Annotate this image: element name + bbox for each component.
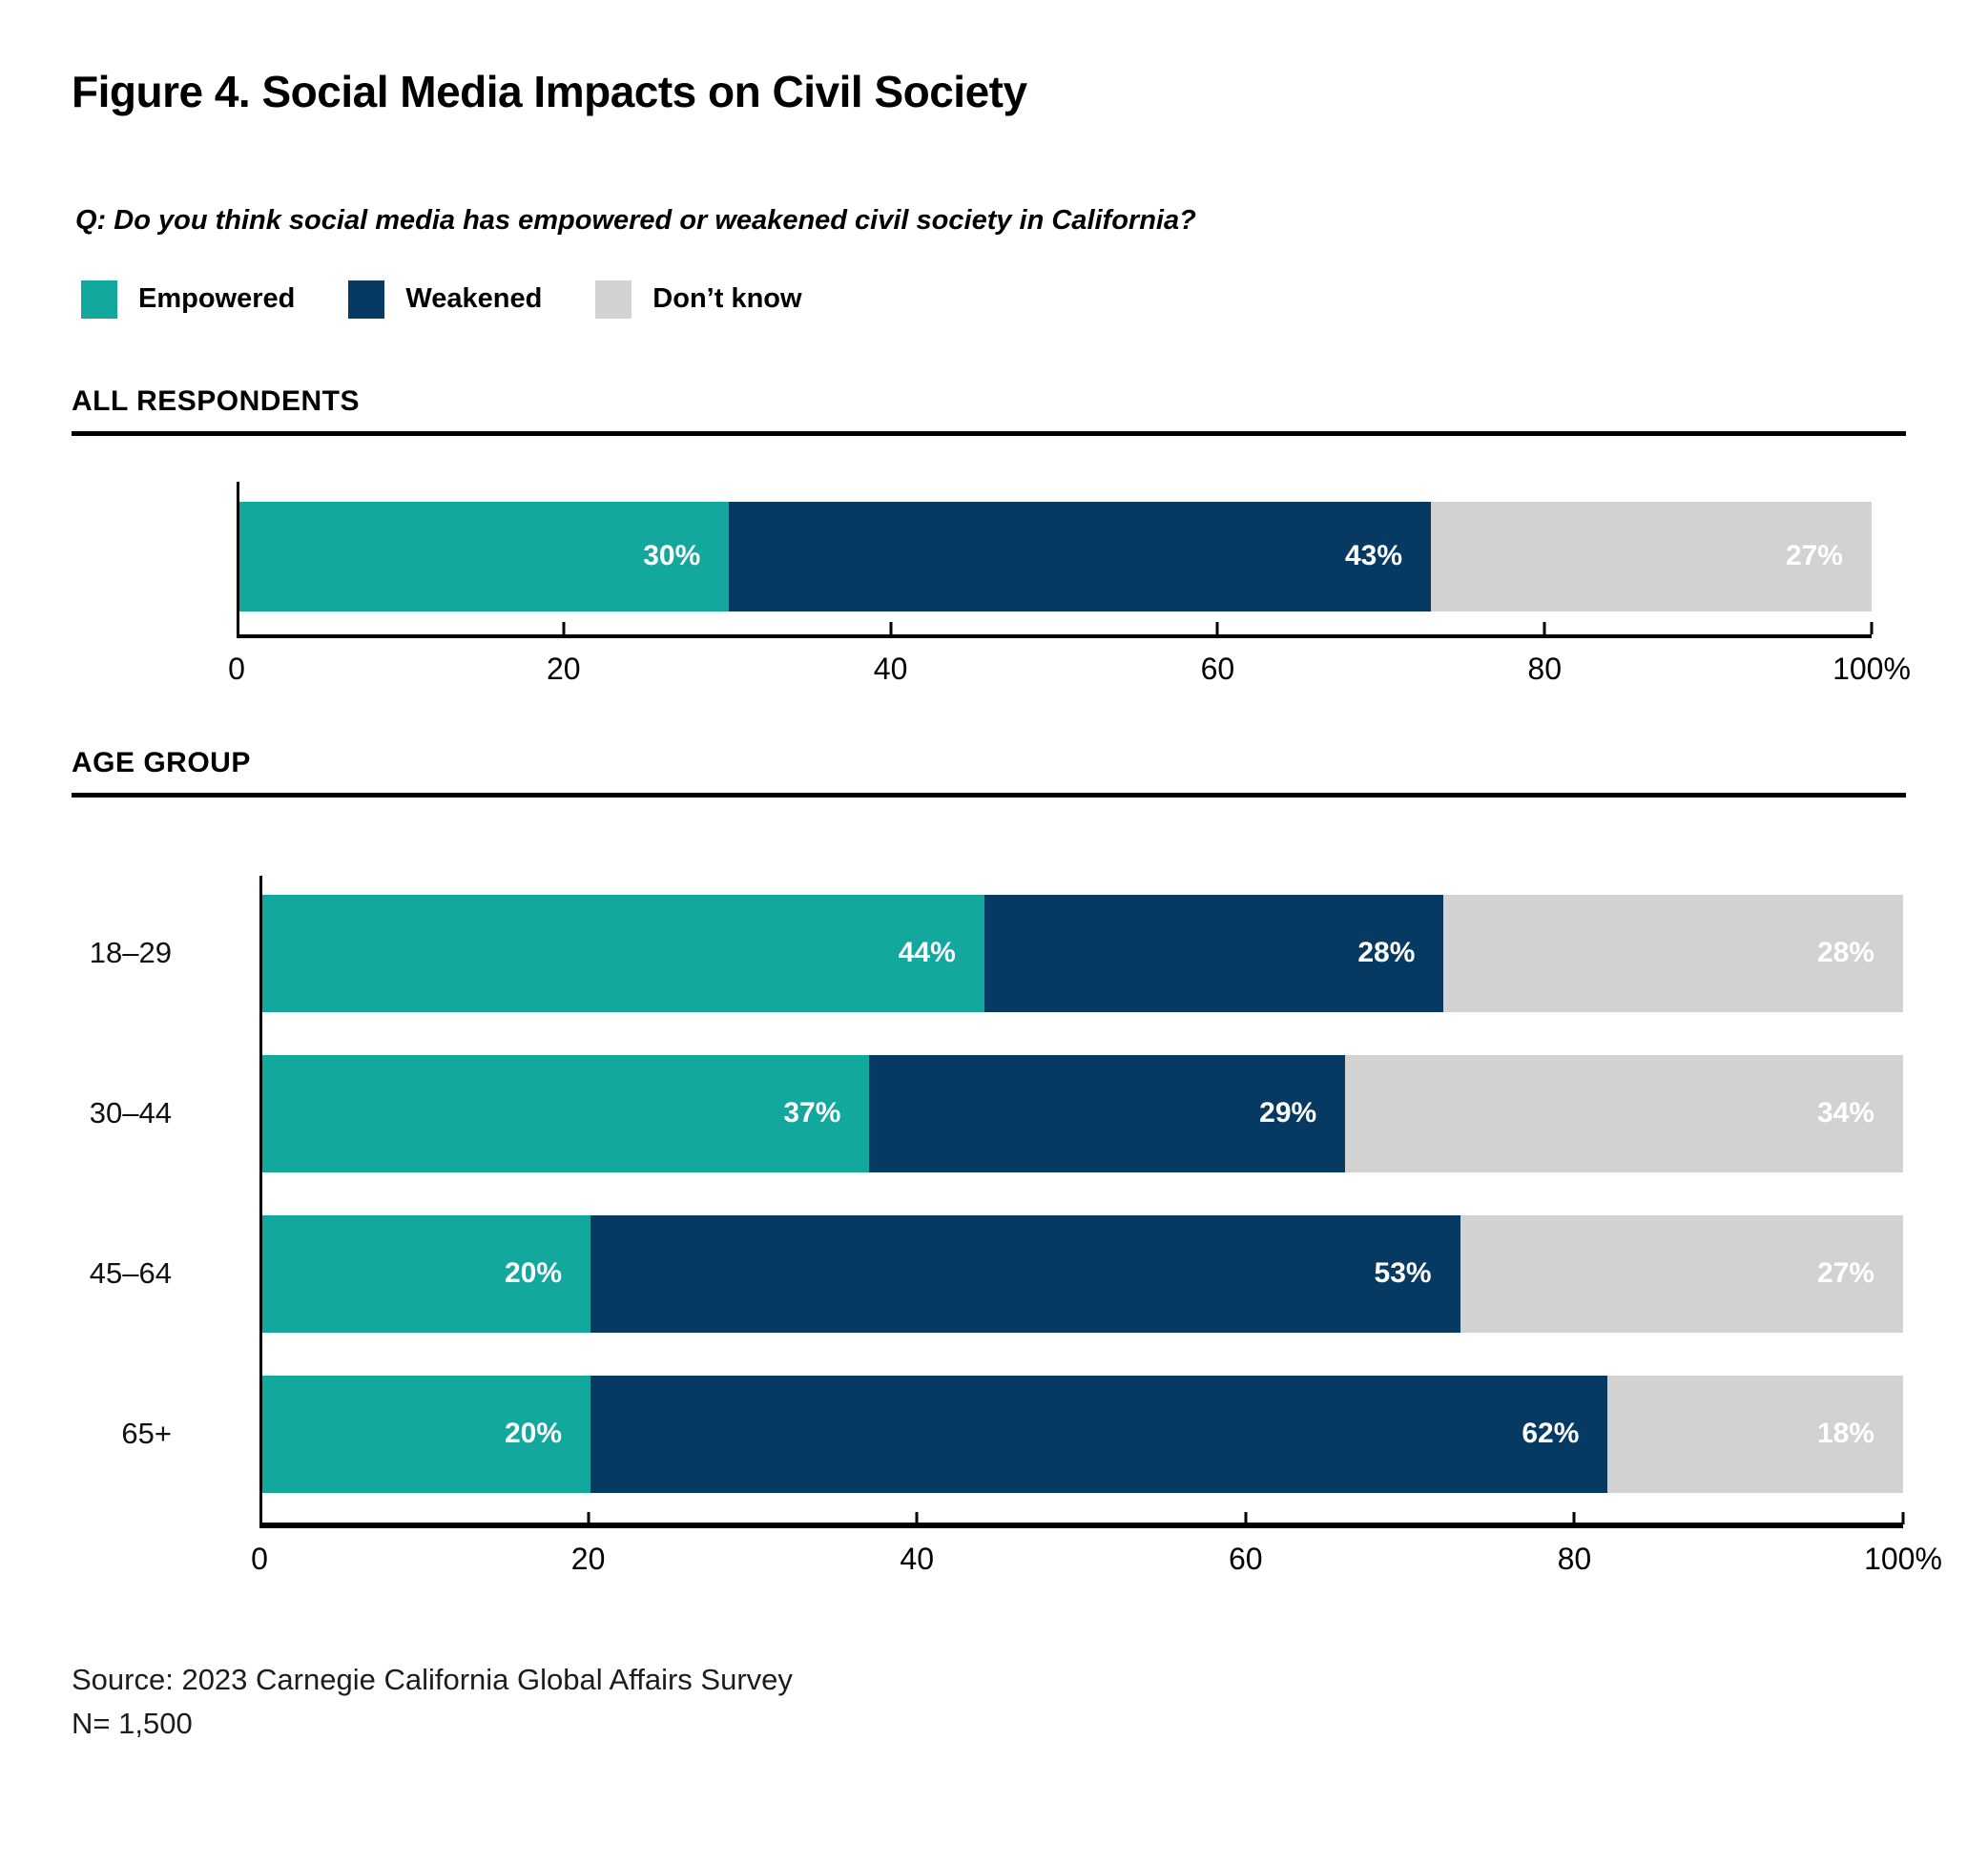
figure-title: Figure 4. Social Media Impacts on Civil … (72, 67, 1027, 116)
bar-row-30-44: 37% 29% 34% (262, 1054, 1903, 1172)
value-label: 43% (1344, 540, 1403, 572)
section-header-age-group: AGE GROUP (72, 747, 1906, 798)
axis-tick-label: 100% (1864, 1541, 1942, 1576)
axis-tick-label: 60 (1200, 651, 1235, 686)
value-label: 53% (1374, 1257, 1432, 1290)
x-axis-line: 0 20 40 60 80 100% (251, 1511, 1942, 1585)
bar-segment-weakened: 28% (984, 894, 1444, 1012)
value-label: 27% (1785, 540, 1843, 572)
axis-tick-label: 0 (251, 1541, 268, 1576)
category-label-18-29: 18–29 (89, 936, 172, 970)
sample-size-text: N= 1,500 (72, 1707, 193, 1741)
axis-tick-label: 40 (900, 1541, 934, 1576)
axis-tick (587, 1511, 590, 1524)
plot-area: 44% 28% 28% 37% 29% 34% 20% 53% 27% 20% 62% 18% 0 20 4… (251, 875, 1942, 1585)
source-block: Source: 2023 Carnegie California Global … (72, 1658, 1906, 1747)
plot-area: 30% 43% 27% 0 20 40 60 80 100% (228, 481, 1911, 695)
bar-segment-empowered: 30% (239, 501, 730, 611)
x-axis-line: 0 20 40 60 80 100% (228, 621, 1911, 695)
axis-tick (1244, 1511, 1248, 1524)
value-label: 29% (1259, 1097, 1317, 1129)
axis-tick (915, 1511, 919, 1524)
legend-label-empowered: Empowered (138, 283, 296, 315)
legend-swatch-empowered (81, 280, 117, 319)
plot-bars: 30% 43% 27% (237, 481, 1872, 634)
plot-bars: 44% 28% 28% 37% 29% 34% 20% 53% 27% 20% 62% 18% (259, 875, 1903, 1523)
legend-item-weakened: Weakened (348, 280, 542, 319)
age-group-chart: 18–29 30–44 45–64 65+ 44% 28% 28% 37% 29% 34% 20% 5… (72, 875, 1942, 1585)
bar-segment-weakened: 62% (590, 1375, 1608, 1493)
category-label-30-44: 30–44 (89, 1096, 172, 1130)
axis-tick (889, 621, 893, 634)
bar-segment-empowered: 20% (262, 1375, 590, 1493)
axis-tick (1572, 1511, 1576, 1524)
axis-tick (1901, 1511, 1905, 1524)
section-header-all-respondents: ALL RESPONDENTS (72, 385, 1906, 436)
value-label: 30% (643, 540, 701, 572)
bar-segment-don-t-know: 28% (1443, 894, 1903, 1012)
bar-segment-empowered: 20% (262, 1214, 590, 1333)
axis-tick-label: 80 (1557, 1541, 1592, 1576)
section-age-group: AGE GROUP 18–29 30–44 45–64 65+ 44% 28% 28% 37%… (72, 747, 1942, 1585)
category-labels: 18–29 30–44 45–64 65+ (72, 876, 259, 1585)
value-label: 18% (1816, 1418, 1874, 1450)
bar-segment-empowered: 44% (262, 894, 984, 1012)
category-label-45-64: 45–64 (89, 1256, 172, 1291)
axis-tick (1543, 621, 1546, 634)
bar-segment-empowered: 37% (262, 1054, 870, 1172)
bar-row-all-respondents: 30% 43% 27% (239, 501, 1872, 611)
bar-segment-weakened: 29% (869, 1054, 1346, 1172)
value-label: 28% (1357, 937, 1416, 969)
legend-item-empowered: Empowered (81, 280, 295, 319)
value-label: 28% (1816, 937, 1874, 969)
legend-label-weakened: Weakened (405, 283, 543, 315)
value-label: 20% (504, 1418, 562, 1450)
bar-row-65: 20% 62% 18% (262, 1375, 1903, 1493)
bar-segment-don-t-know: 27% (1431, 501, 1872, 611)
bar-segment-don-t-know: 34% (1345, 1054, 1903, 1172)
axis-tick (1870, 621, 1874, 634)
bar-segment-weakened: 43% (729, 501, 1432, 611)
axis-tick-label: 0 (228, 651, 245, 686)
axis-tick (1215, 621, 1219, 634)
bar-segment-don-t-know: 18% (1607, 1375, 1903, 1493)
legend-item-dont-know: Don’t know (595, 280, 802, 319)
axis-tick-label: 100% (1833, 651, 1911, 686)
figure-question: Q: Do you think social media has empower… (75, 204, 1196, 236)
source-text: Source: 2023 Carnegie California Global … (72, 1662, 793, 1696)
axis-tick-label: 20 (570, 1541, 606, 1576)
legend: Empowered Weakened Don’t know (81, 280, 1906, 319)
value-label: 20% (504, 1257, 562, 1290)
axis-tick-label: 20 (547, 651, 581, 686)
legend-swatch-dont-know (595, 280, 632, 319)
axis-tick-label: 80 (1527, 651, 1562, 686)
axis-tick (562, 621, 566, 634)
bar-row-45-64: 20% 53% 27% (262, 1214, 1903, 1333)
legend-label-dont-know: Don’t know (652, 283, 802, 315)
bar-segment-don-t-know: 27% (1460, 1214, 1903, 1333)
bar-segment-weakened: 53% (590, 1214, 1460, 1333)
bar-row-18-29: 44% 28% 28% (262, 894, 1903, 1012)
value-label: 62% (1522, 1418, 1580, 1450)
section-all-respondents: ALL RESPONDENTS 30% 43% 27% 0 20 40 60 80 100% (72, 385, 1911, 695)
value-label: 44% (898, 937, 956, 969)
value-label: 27% (1816, 1257, 1874, 1290)
value-label: 34% (1816, 1097, 1874, 1129)
category-label-65: 65+ (121, 1417, 172, 1451)
value-label: 37% (783, 1097, 841, 1129)
legend-swatch-weakened (348, 280, 385, 319)
axis-tick-label: 40 (873, 651, 908, 686)
axis-tick-label: 60 (1229, 1541, 1263, 1576)
all-respondents-chart: 30% 43% 27% 0 20 40 60 80 100% (228, 481, 1911, 695)
